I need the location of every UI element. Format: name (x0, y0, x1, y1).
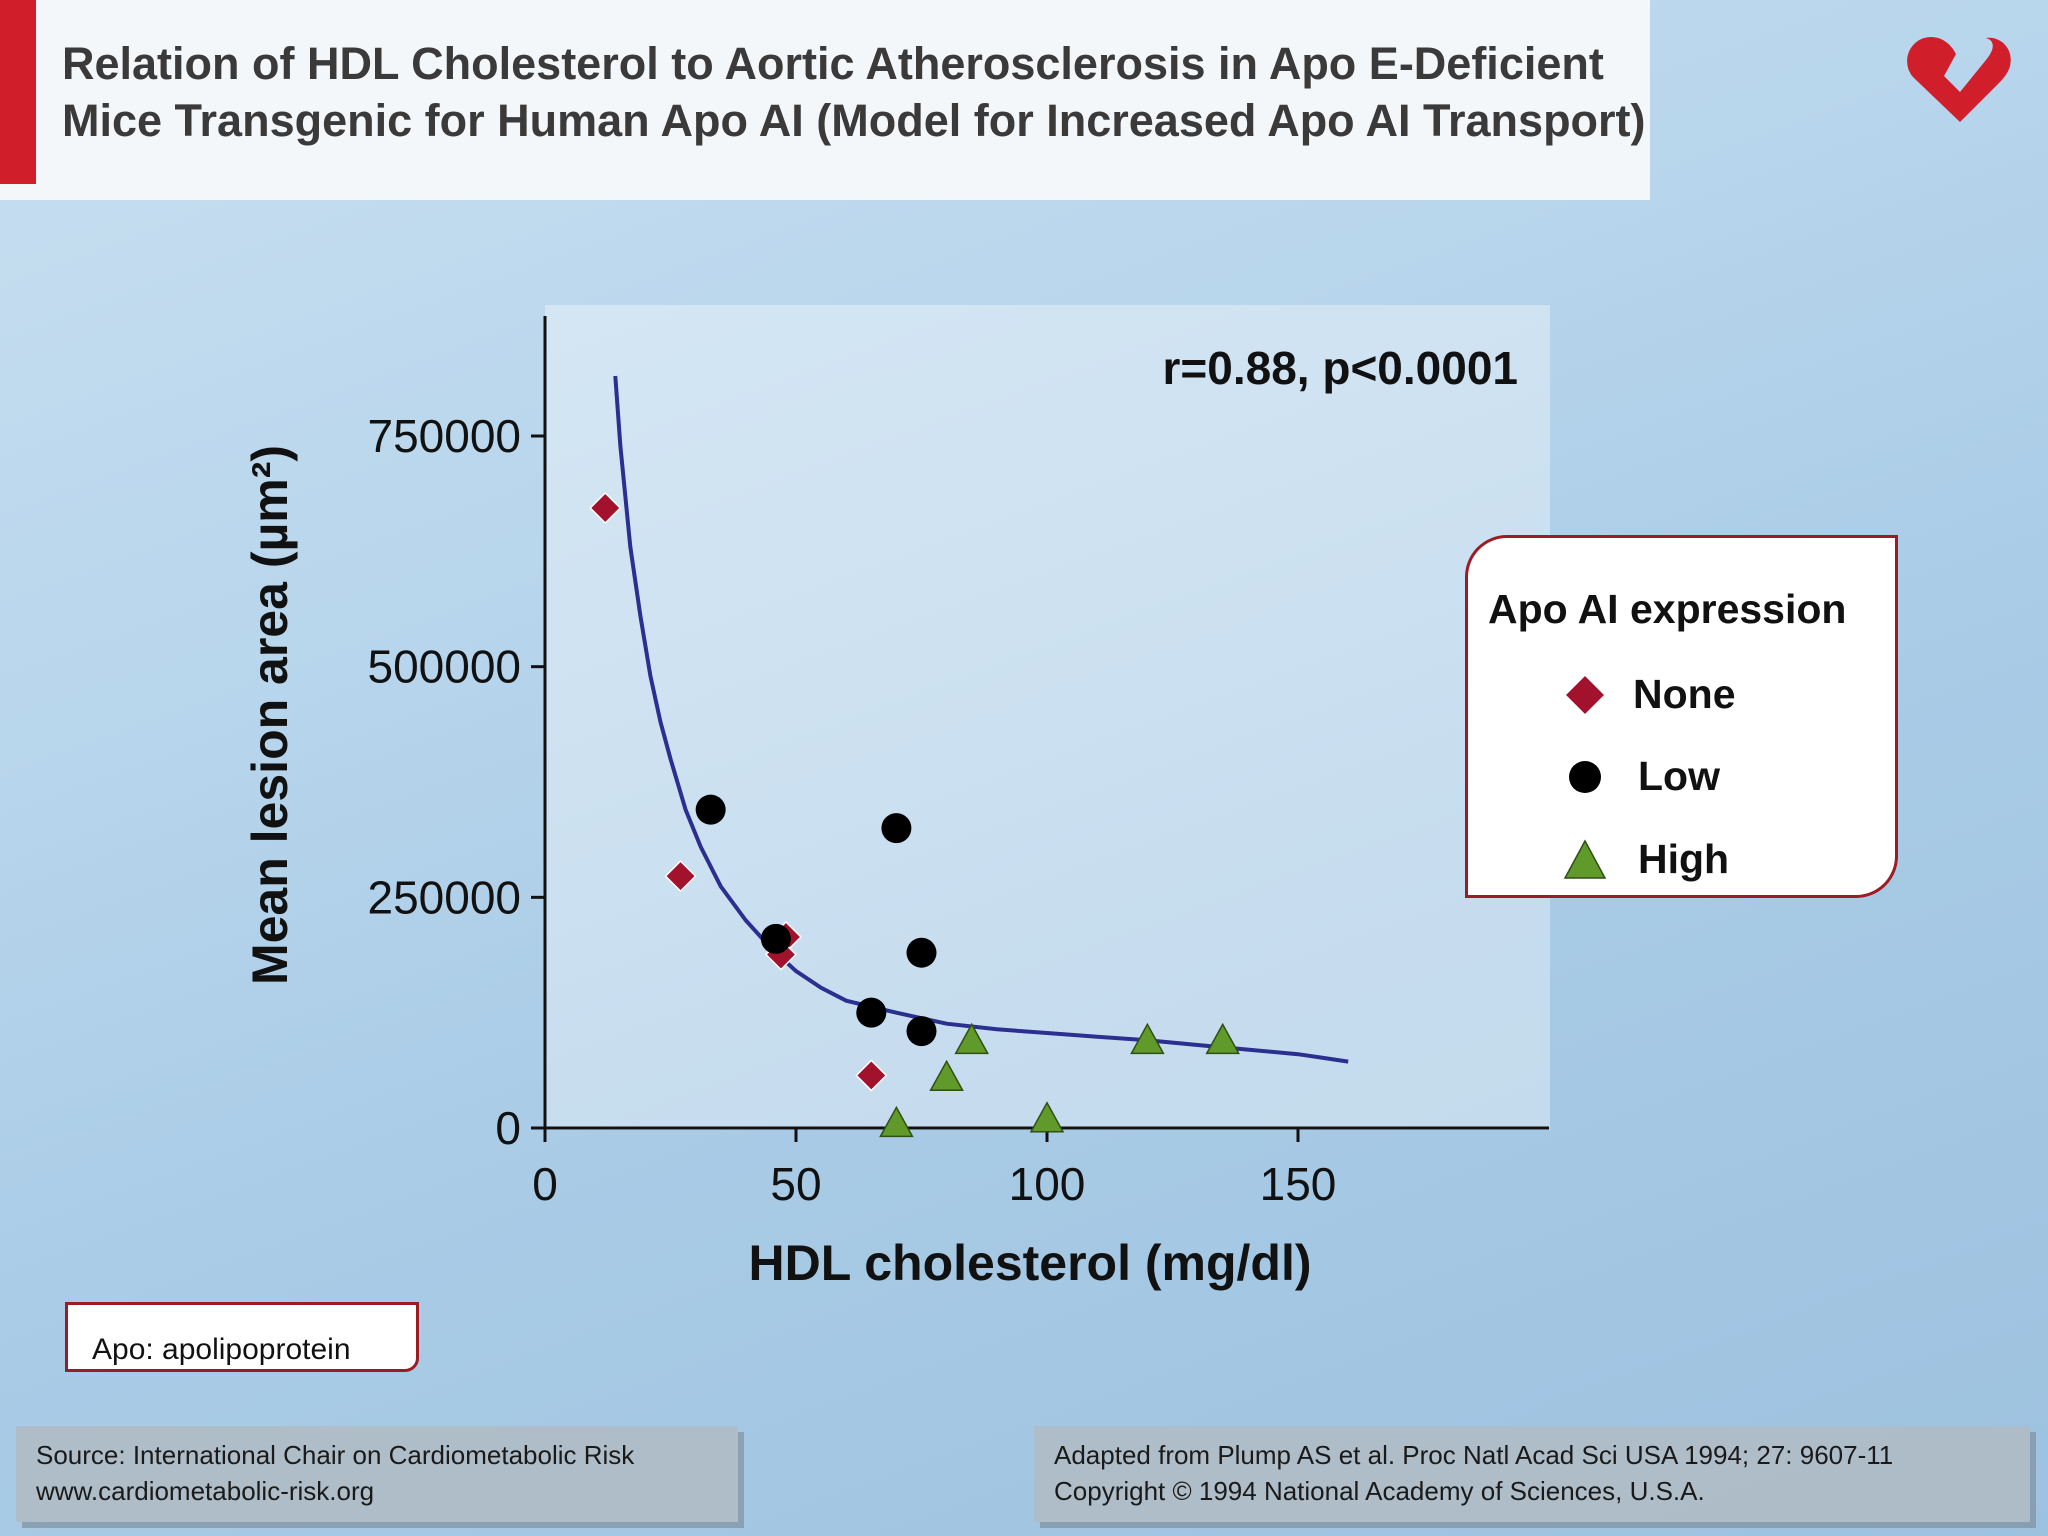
x-tick-label: 150 (1260, 1158, 1337, 1210)
point-high (879, 1105, 914, 1138)
point-high (1205, 1022, 1240, 1055)
legend-label-low: Low (1638, 753, 1720, 799)
x-tick-label: 0 (532, 1158, 558, 1210)
legend-title: Apo AI expression (1488, 586, 1847, 632)
axes: 0 50 100 150 0 250000 500000 750000 (368, 316, 1549, 1210)
fit-curve (613, 375, 1349, 1064)
plot-panel (545, 305, 1550, 1130)
black-circle-icon (1569, 761, 1601, 793)
source-line-2[interactable]: www.cardiometabolic-risk.org (36, 1476, 375, 1506)
reference-line-1: Adapted from Plump AS et al. Proc Natl A… (1054, 1440, 1894, 1470)
x-tick-label: 100 (1009, 1158, 1086, 1210)
y-tick-label: 500000 (368, 641, 522, 693)
point-high (1130, 1022, 1165, 1055)
reference-line-2: Copyright © 1994 National Academy of Sci… (1054, 1476, 1705, 1506)
green-triangle-icon (1563, 839, 1607, 879)
y-tick-label: 750000 (368, 410, 522, 462)
x-axis-label: HDL cholesterol (mg/dl) (748, 1235, 1311, 1291)
slide-title-line-1: Relation of HDL Cholesterol to Aortic At… (62, 38, 1604, 89)
legend-item-low: Low (1468, 745, 1895, 805)
accent-strip (0, 0, 36, 184)
slide-title-line-2: Mice Transgenic for Human Apo AI (Model … (62, 95, 1646, 146)
source-line-1: Source: International Chair on Cardiomet… (36, 1440, 635, 1470)
legend-label-high: High (1638, 836, 1730, 882)
y-axis-label: Mean lesion area (µm²) (242, 445, 298, 985)
point-low (760, 923, 791, 954)
abbreviation-note: Apo: apolipoprotein (65, 1302, 419, 1372)
legend-item-high: High (1468, 828, 1895, 888)
red-diamond-icon (1563, 673, 1607, 717)
x-tick-label: 50 (770, 1158, 821, 1210)
source-box: Source: International Chair on Cardiomet… (16, 1426, 738, 1522)
legend-item-none: None (1468, 663, 1895, 723)
heart-logo-icon (1907, 36, 2011, 122)
point-high (954, 1022, 989, 1055)
point-low (881, 813, 912, 844)
y-tick-label: 0 (495, 1102, 521, 1154)
fit-curve-layer (613, 375, 1349, 1064)
abbreviation-text: Apo: apolipoprotein (92, 1333, 351, 1366)
point-low (906, 937, 937, 968)
point-low (695, 794, 726, 825)
point-none (664, 860, 697, 893)
point-high (1029, 1101, 1065, 1133)
reference-box: Adapted from Plump AS et al. Proc Natl A… (1034, 1426, 2030, 1522)
point-high (929, 1059, 964, 1092)
data-marks (589, 491, 1240, 1138)
point-low (906, 1016, 937, 1047)
point-none (855, 1059, 888, 1092)
legend-label-none: None (1633, 671, 1736, 717)
point-low (856, 997, 887, 1028)
y-tick-label: 250000 (368, 871, 522, 923)
legend: Apo AI expression None Low High (1465, 535, 1898, 898)
correlation-annotation: r=0.88, p<0.0001 (1162, 342, 1518, 394)
title-bar: Relation of HDL Cholesterol to Aortic At… (0, 0, 1650, 200)
point-none (589, 491, 622, 525)
